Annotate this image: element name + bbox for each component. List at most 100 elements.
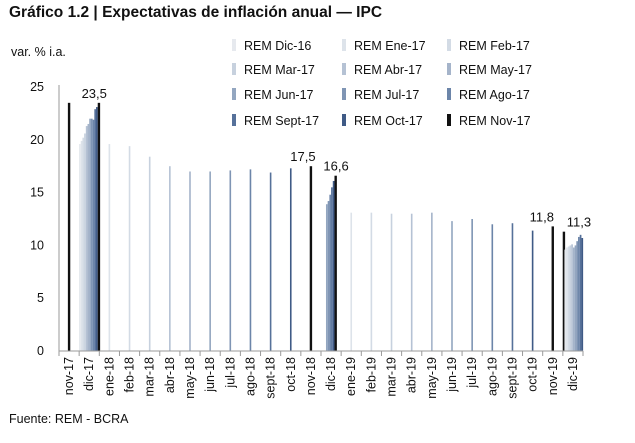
- bar: [327, 201, 330, 351]
- bar: [128, 146, 131, 351]
- bar: [581, 238, 584, 351]
- x-tick-label: abr-19: [405, 357, 419, 393]
- bar: [97, 102, 101, 351]
- bar: [564, 249, 567, 351]
- bar: [410, 213, 413, 351]
- bar: [269, 172, 272, 351]
- legend-label: REM Ene-17: [354, 39, 426, 53]
- bar: [67, 102, 71, 351]
- bar: [249, 169, 252, 351]
- x-tick-label: oct-19: [526, 357, 540, 392]
- legend-label: REM Dic-16: [244, 39, 311, 53]
- x-tick-label: mar-18: [143, 357, 157, 397]
- legend-swatch: [232, 114, 236, 126]
- x-tick-label: oct-18: [284, 357, 298, 392]
- bar: [566, 247, 568, 351]
- bar: [579, 234, 582, 351]
- bar: [309, 166, 313, 351]
- x-tick-label: jul-18: [223, 357, 237, 389]
- data-label: 11,3: [567, 215, 591, 230]
- legend-label: REM Feb-17: [459, 39, 530, 53]
- legend-swatch: [232, 88, 236, 100]
- bar: [574, 245, 577, 351]
- bar: [80, 140, 83, 351]
- legend-swatch: [342, 114, 346, 126]
- bar: [491, 224, 494, 351]
- bar: [562, 231, 566, 351]
- bar: [431, 212, 433, 351]
- legend-label: REM Jun-17: [244, 88, 314, 102]
- legend-swatch: [342, 63, 346, 75]
- x-tick-label: jun-18: [203, 357, 217, 393]
- x-tick-label: dic-17: [82, 357, 96, 391]
- x-tick-label: nov-17: [62, 357, 76, 395]
- bar: [94, 109, 97, 352]
- bar: [571, 244, 573, 351]
- x-tick-label: sept-19: [505, 357, 519, 399]
- bar: [531, 230, 534, 351]
- bar: [471, 219, 473, 351]
- legend-label: REM May-17: [459, 63, 532, 77]
- y-tick-label: 5: [37, 291, 44, 305]
- bar: [578, 236, 580, 351]
- legend-swatch: [232, 39, 236, 51]
- x-tick-label: may-18: [183, 357, 197, 399]
- bar: [511, 223, 514, 351]
- x-tick-label: feb-18: [123, 357, 137, 392]
- x-tick-label: jul-19: [465, 357, 479, 389]
- y-tick-label: 10: [30, 238, 44, 252]
- bar: [576, 241, 579, 351]
- y-tick-label: 20: [30, 133, 44, 147]
- bar: [85, 126, 88, 352]
- bar: [334, 175, 337, 351]
- legend-swatch: [342, 39, 346, 51]
- bar: [209, 171, 211, 351]
- x-tick-label: dic-19: [566, 357, 580, 391]
- bar: [567, 246, 570, 351]
- x-tick-label: ene-19: [344, 357, 358, 396]
- legend-swatch: [447, 39, 451, 51]
- bar: [90, 118, 93, 352]
- bar: [451, 221, 453, 351]
- legend-label: REM Jul-17: [354, 88, 419, 102]
- y-tick-label: 0: [37, 344, 44, 358]
- legend-label: REM Sept-17: [244, 114, 319, 128]
- bar: [169, 166, 171, 351]
- x-tick-label: feb-19: [364, 357, 378, 392]
- bar: [89, 118, 91, 352]
- bar: [390, 213, 393, 351]
- legend-swatch: [447, 63, 451, 75]
- bar: [87, 123, 90, 352]
- x-tick-label: ago-19: [485, 357, 499, 396]
- legend-swatch: [232, 63, 236, 75]
- source-note: Fuente: REM - BCRA: [9, 412, 129, 426]
- bar: [92, 119, 95, 352]
- legend-swatch: [447, 114, 451, 126]
- bar: [79, 144, 81, 351]
- data-label: 11,8: [530, 209, 554, 224]
- y-axis-label: var. % i.a.: [11, 45, 66, 59]
- x-tick-label: nov-18: [304, 357, 318, 395]
- x-tick-label: nov-19: [546, 357, 560, 395]
- chart-title: Gráfico 1.2 | Expectativas de inflación …: [9, 4, 383, 21]
- bar: [84, 133, 86, 351]
- bar: [325, 204, 328, 351]
- bar: [370, 212, 373, 351]
- bar: [331, 187, 333, 351]
- legend-label: REM Oct-17: [354, 114, 423, 128]
- x-tick-label: may-19: [425, 357, 439, 399]
- bar: [332, 180, 335, 351]
- y-tick-label: 15: [30, 186, 44, 200]
- bar: [572, 247, 575, 351]
- x-tick-label: sept-18: [264, 357, 278, 399]
- legend-label: REM Ago-17: [459, 88, 530, 102]
- bar: [569, 245, 572, 351]
- x-tick-label: ago-18: [243, 357, 257, 396]
- bar: [551, 226, 554, 351]
- bar: [108, 144, 111, 351]
- data-label: 23,5: [82, 86, 107, 101]
- legend-label: REM Mar-17: [244, 63, 315, 77]
- x-tick-label: abr-18: [163, 357, 177, 393]
- legend-label: REM Nov-17: [459, 114, 531, 128]
